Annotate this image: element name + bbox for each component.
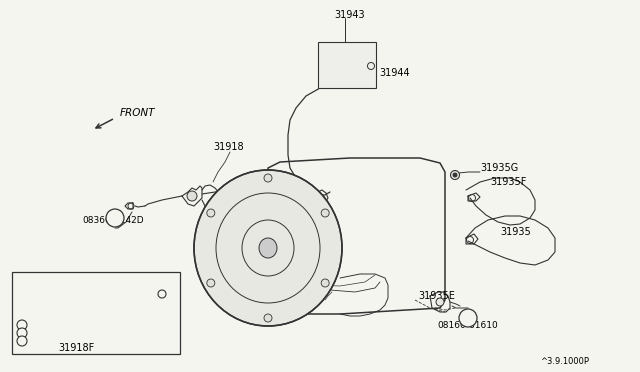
- Text: 31944: 31944: [379, 68, 410, 78]
- Circle shape: [451, 170, 460, 180]
- Circle shape: [453, 173, 457, 177]
- Circle shape: [264, 314, 272, 322]
- Text: 31935F: 31935F: [490, 177, 526, 187]
- Text: 31935E: 31935E: [418, 291, 455, 301]
- Text: 31943: 31943: [334, 10, 365, 20]
- Bar: [12, 272, 180, 354]
- Text: FRONT: FRONT: [120, 108, 156, 118]
- Circle shape: [321, 279, 329, 287]
- Circle shape: [187, 191, 197, 201]
- Text: 08360-5142D: 08360-5142D: [82, 215, 143, 224]
- Circle shape: [207, 279, 215, 287]
- Circle shape: [436, 298, 444, 306]
- Text: 31935: 31935: [500, 227, 531, 237]
- Circle shape: [321, 209, 329, 217]
- Text: 31935G: 31935G: [480, 163, 518, 173]
- Text: 31918: 31918: [213, 142, 244, 152]
- Bar: [318, 42, 376, 88]
- Text: B: B: [465, 314, 472, 323]
- Circle shape: [17, 328, 27, 338]
- Circle shape: [459, 309, 477, 327]
- Ellipse shape: [194, 170, 342, 326]
- Circle shape: [158, 290, 166, 298]
- Circle shape: [17, 336, 27, 346]
- Text: 31918F: 31918F: [58, 343, 94, 353]
- Ellipse shape: [259, 238, 277, 258]
- Text: ^3.9.1000P: ^3.9.1000P: [540, 357, 589, 366]
- Circle shape: [17, 320, 27, 330]
- Circle shape: [106, 209, 124, 227]
- Circle shape: [207, 209, 215, 217]
- Text: S: S: [112, 214, 118, 222]
- Circle shape: [264, 174, 272, 182]
- Text: 08160-61610: 08160-61610: [437, 321, 498, 330]
